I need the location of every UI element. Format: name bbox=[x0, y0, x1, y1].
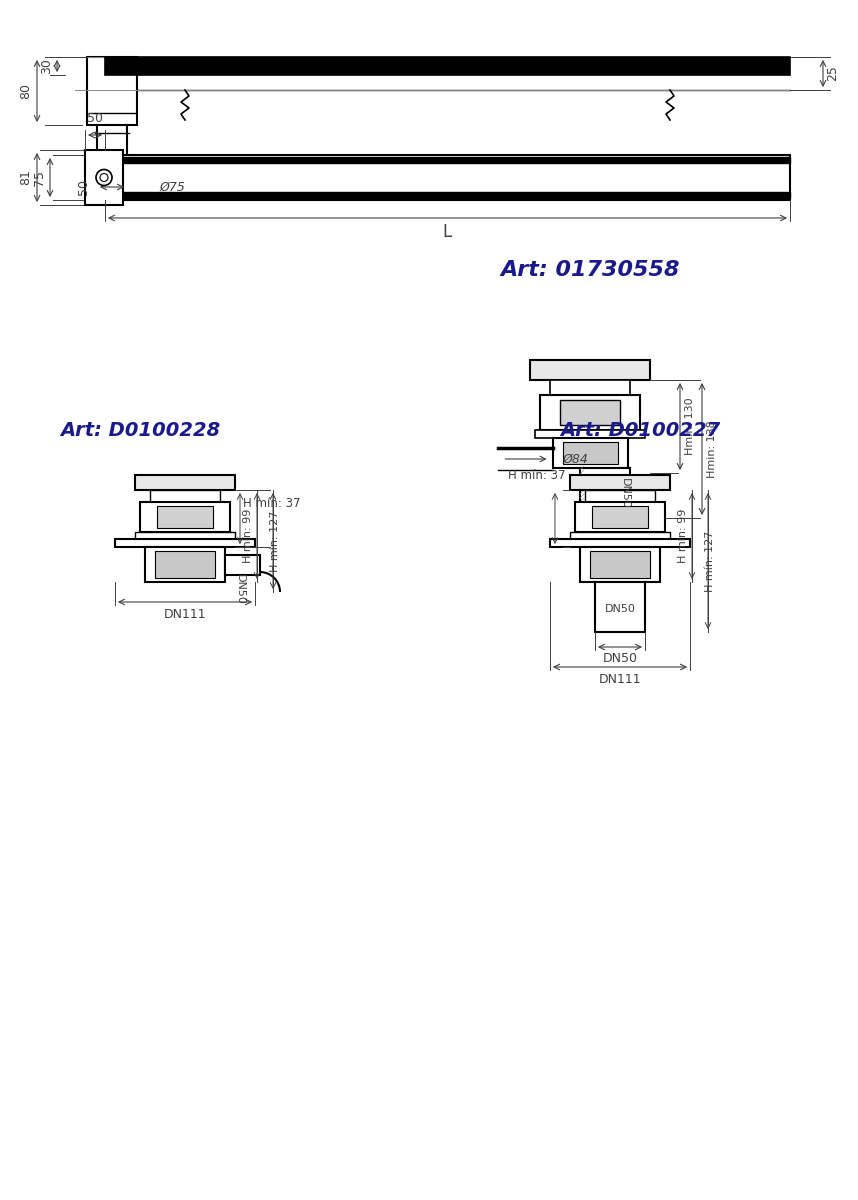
Text: DN50: DN50 bbox=[620, 478, 630, 509]
Bar bbox=[530, 360, 650, 380]
Text: DN50: DN50 bbox=[605, 604, 636, 614]
Bar bbox=[225, 554, 260, 575]
Bar bbox=[105, 155, 790, 200]
Text: Art: D0100228: Art: D0100228 bbox=[60, 420, 221, 439]
Bar bbox=[105, 56, 790, 74]
Bar bbox=[87, 56, 137, 125]
Bar bbox=[157, 506, 213, 528]
Bar bbox=[145, 547, 225, 582]
Bar bbox=[575, 502, 665, 532]
Text: H mín: 127: H mín: 127 bbox=[705, 530, 715, 592]
Bar bbox=[592, 506, 648, 528]
Text: H mín: 127: H mín: 127 bbox=[270, 510, 280, 571]
Bar bbox=[570, 532, 670, 539]
Text: DN111: DN111 bbox=[599, 673, 641, 686]
Text: Art: D0100227: Art: D0100227 bbox=[560, 420, 720, 439]
Text: Ø75: Ø75 bbox=[159, 180, 184, 193]
Text: Ø84: Ø84 bbox=[563, 452, 589, 466]
Text: 50: 50 bbox=[76, 179, 89, 194]
Text: H mín: 99: H mín: 99 bbox=[243, 509, 253, 563]
Bar bbox=[150, 490, 220, 502]
Bar bbox=[553, 438, 627, 468]
Text: DN50: DN50 bbox=[235, 574, 245, 605]
Bar bbox=[105, 192, 790, 198]
Circle shape bbox=[96, 169, 112, 186]
Text: H mín: 37: H mín: 37 bbox=[507, 469, 565, 482]
Bar bbox=[580, 468, 630, 518]
Bar bbox=[540, 395, 640, 430]
Bar bbox=[563, 442, 618, 464]
Text: Hmin: 138: Hmin: 138 bbox=[707, 420, 717, 478]
Text: 25: 25 bbox=[826, 66, 839, 82]
Text: Art: 01730558: Art: 01730558 bbox=[500, 260, 680, 280]
Text: 50: 50 bbox=[87, 112, 103, 125]
Text: Hmin: 130: Hmin: 130 bbox=[685, 397, 695, 455]
Text: DN50: DN50 bbox=[602, 652, 637, 665]
Bar bbox=[585, 490, 655, 502]
Bar bbox=[140, 502, 230, 532]
Bar bbox=[535, 430, 645, 438]
Bar bbox=[135, 532, 235, 539]
Bar bbox=[560, 400, 620, 425]
Bar bbox=[85, 150, 123, 205]
Bar bbox=[105, 157, 790, 163]
Text: DN111: DN111 bbox=[164, 608, 206, 622]
Text: 81: 81 bbox=[20, 169, 33, 186]
Text: H mín: 37: H mín: 37 bbox=[243, 497, 300, 510]
Bar bbox=[155, 551, 215, 578]
Text: L: L bbox=[443, 223, 452, 241]
Text: 75: 75 bbox=[33, 169, 45, 186]
Bar bbox=[550, 380, 630, 395]
Text: 80: 80 bbox=[20, 83, 33, 98]
Text: H mín: 99: H mín: 99 bbox=[678, 509, 688, 563]
Bar bbox=[595, 582, 645, 632]
Text: 30: 30 bbox=[40, 58, 53, 74]
Bar bbox=[115, 539, 255, 547]
Bar bbox=[550, 539, 690, 547]
Bar bbox=[570, 475, 670, 490]
Bar bbox=[580, 547, 660, 582]
Circle shape bbox=[100, 174, 108, 181]
Bar bbox=[135, 475, 235, 490]
Bar bbox=[590, 551, 650, 578]
